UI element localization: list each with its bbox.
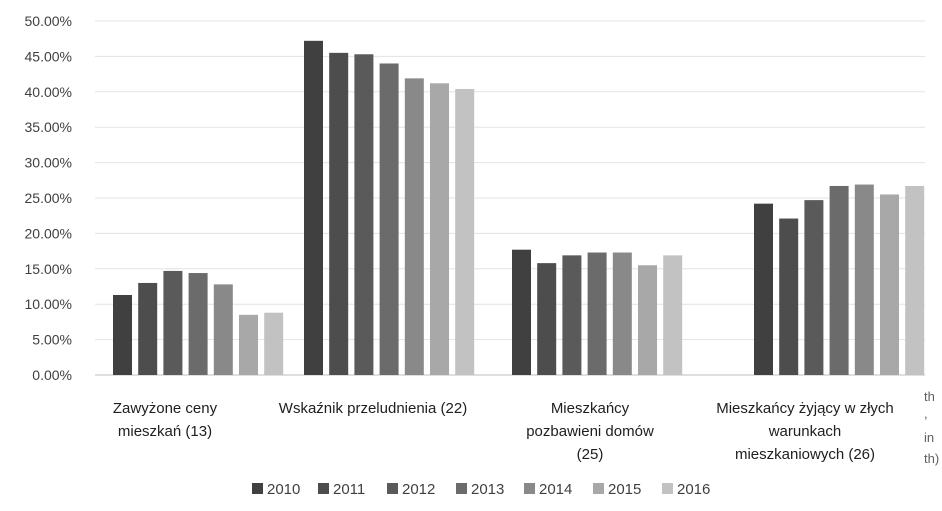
y-tick-label: 5.00% [32, 332, 72, 348]
bar-2016-category-2 [455, 88, 475, 375]
legend-label-2016: 2016 [677, 481, 710, 498]
bar-2016-category-1 [264, 312, 284, 375]
bar-2014-category-3 [612, 252, 632, 375]
bar-2012-category-2 [354, 54, 374, 375]
legend-swatch-2011 [318, 483, 329, 494]
x-category-label: Zawyżone ceny mieszkań (13) [113, 400, 218, 440]
legend-swatch-2014 [524, 483, 535, 494]
legend-label-2014: 2014 [539, 481, 572, 498]
x-category-label: Mieszkańcy pozbawieni domów (25) [526, 400, 654, 463]
legend-swatch-2016 [662, 483, 673, 494]
bar-2011-category-4 [779, 218, 799, 375]
clipped-text-fragment: th [924, 389, 935, 404]
bar-2014-category-1 [213, 284, 233, 375]
bar-2013-category-4 [829, 185, 849, 375]
legend-label-2011: 2011 [333, 481, 365, 498]
bar-2011-category-3 [537, 263, 557, 375]
clipped-text-fragment: in [924, 430, 934, 445]
clipped-text: th, in th) [924, 389, 939, 466]
bar-2015-category-1 [239, 314, 258, 375]
y-tick-label: 10.00% [25, 296, 72, 312]
bar-2010-category-3 [512, 249, 531, 375]
y-axis-tick-labels: 0.00% 5.00% 10.00% 15.00% 20.00% 25.00% 30.00%… [25, 13, 72, 383]
bar-2016-category-3 [663, 255, 683, 375]
y-tick-label: 20.00% [25, 225, 72, 241]
bar-2012-category-4 [804, 200, 824, 375]
bar-2016-category-4 [905, 185, 925, 375]
bar-2011-category-2 [329, 52, 349, 376]
legend-swatch-2013 [456, 483, 467, 494]
bar-2015-category-2 [430, 83, 449, 375]
bar-2013-category-3 [587, 252, 607, 375]
bar-2013-category-1 [188, 273, 208, 375]
clipped-text-fragment: th) [924, 451, 939, 466]
y-tick-label: 45.00% [25, 48, 72, 64]
clipped-text-fragment: , [924, 406, 928, 421]
bar-2010-category-2 [304, 40, 323, 375]
bar-2011-category-1 [138, 282, 158, 375]
legend: 2010 2011 2012 2013 2014 2015 2016 [252, 481, 710, 498]
bar-2013-category-2 [379, 63, 399, 375]
y-tick-label: 35.00% [25, 119, 72, 135]
y-tick-label: 40.00% [25, 84, 72, 100]
category-labels: Zawyżone ceny mieszkań (13) Wskaźnik przel… [113, 400, 894, 463]
bar-2014-category-2 [404, 78, 424, 376]
y-tick-label: 15.00% [25, 261, 72, 277]
gridlines [95, 20, 925, 376]
y-tick-label: 0.00% [32, 367, 72, 383]
bar-2010-category-1 [113, 294, 132, 375]
legend-label-2013: 2013 [471, 481, 504, 498]
x-category-label: Mieszkańcy żyjący w złych warunkach mieszk… [716, 400, 894, 463]
bar-2015-category-3 [638, 265, 657, 375]
y-tick-label: 50.00% [25, 13, 72, 29]
x-category-label: Wskaźnik przeludnienia (22) [279, 400, 467, 417]
bar-2014-category-4 [854, 184, 874, 375]
y-tick-label: 30.00% [25, 155, 72, 171]
bar-2012-category-3 [562, 255, 582, 375]
bar-2015-category-4 [880, 194, 899, 375]
legend-label-2010: 2010 [267, 481, 300, 498]
bar-2010-category-4 [754, 203, 773, 375]
legend-label-2015: 2015 [608, 481, 641, 498]
bar-2012-category-1 [163, 270, 183, 375]
legend-label-2012: 2012 [402, 481, 435, 498]
legend-swatch-2015 [593, 483, 604, 494]
bars [113, 40, 925, 376]
y-tick-label: 25.00% [25, 190, 72, 206]
legend-swatch-2012 [387, 483, 398, 494]
legend-swatch-2010 [252, 483, 263, 494]
